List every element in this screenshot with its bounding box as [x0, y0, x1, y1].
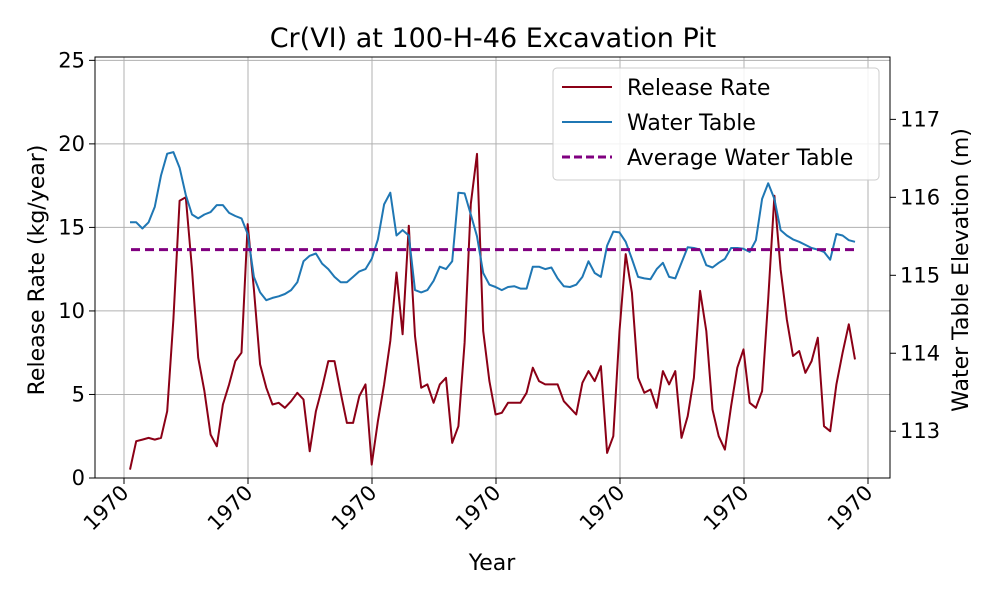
legend: Release Rate Water Table Average Water T… — [552, 67, 880, 181]
y-right-tick-label: 114 — [900, 341, 940, 365]
y-tick-label: 20 — [58, 132, 85, 156]
y-right-tick-label: 116 — [900, 185, 940, 209]
y-axis-title: Release Rate (kg/year) — [25, 145, 50, 396]
legend-box — [552, 67, 880, 181]
y-tick-label: 10 — [58, 299, 85, 323]
x-axis-title: Year — [468, 551, 517, 576]
plot-frame — [94, 56, 891, 479]
y-right-tick-label: 115 — [900, 263, 940, 287]
series-line-water-table — [130, 151, 856, 302]
y-tick-label: 5 — [72, 382, 85, 406]
series-layer — [129, 151, 856, 470]
y-tick-label: 15 — [58, 215, 85, 239]
y-right-tick-label: 113 — [900, 419, 940, 443]
chart-title: Cr(VI) at 100-H-46 Excavation Pit — [270, 23, 717, 54]
legend-label-water-table: Water Table — [627, 111, 756, 136]
y-tick-label: 0 — [72, 466, 85, 490]
y-tick-label: 25 — [58, 48, 85, 72]
y-right-tick-label: 117 — [900, 107, 940, 131]
y-right-axis-title: Water Table Elevation (m) — [949, 128, 974, 412]
legend-label-release-rate: Release Rate — [627, 76, 770, 101]
legend-label-average-water-table: Average Water Table — [627, 146, 853, 171]
